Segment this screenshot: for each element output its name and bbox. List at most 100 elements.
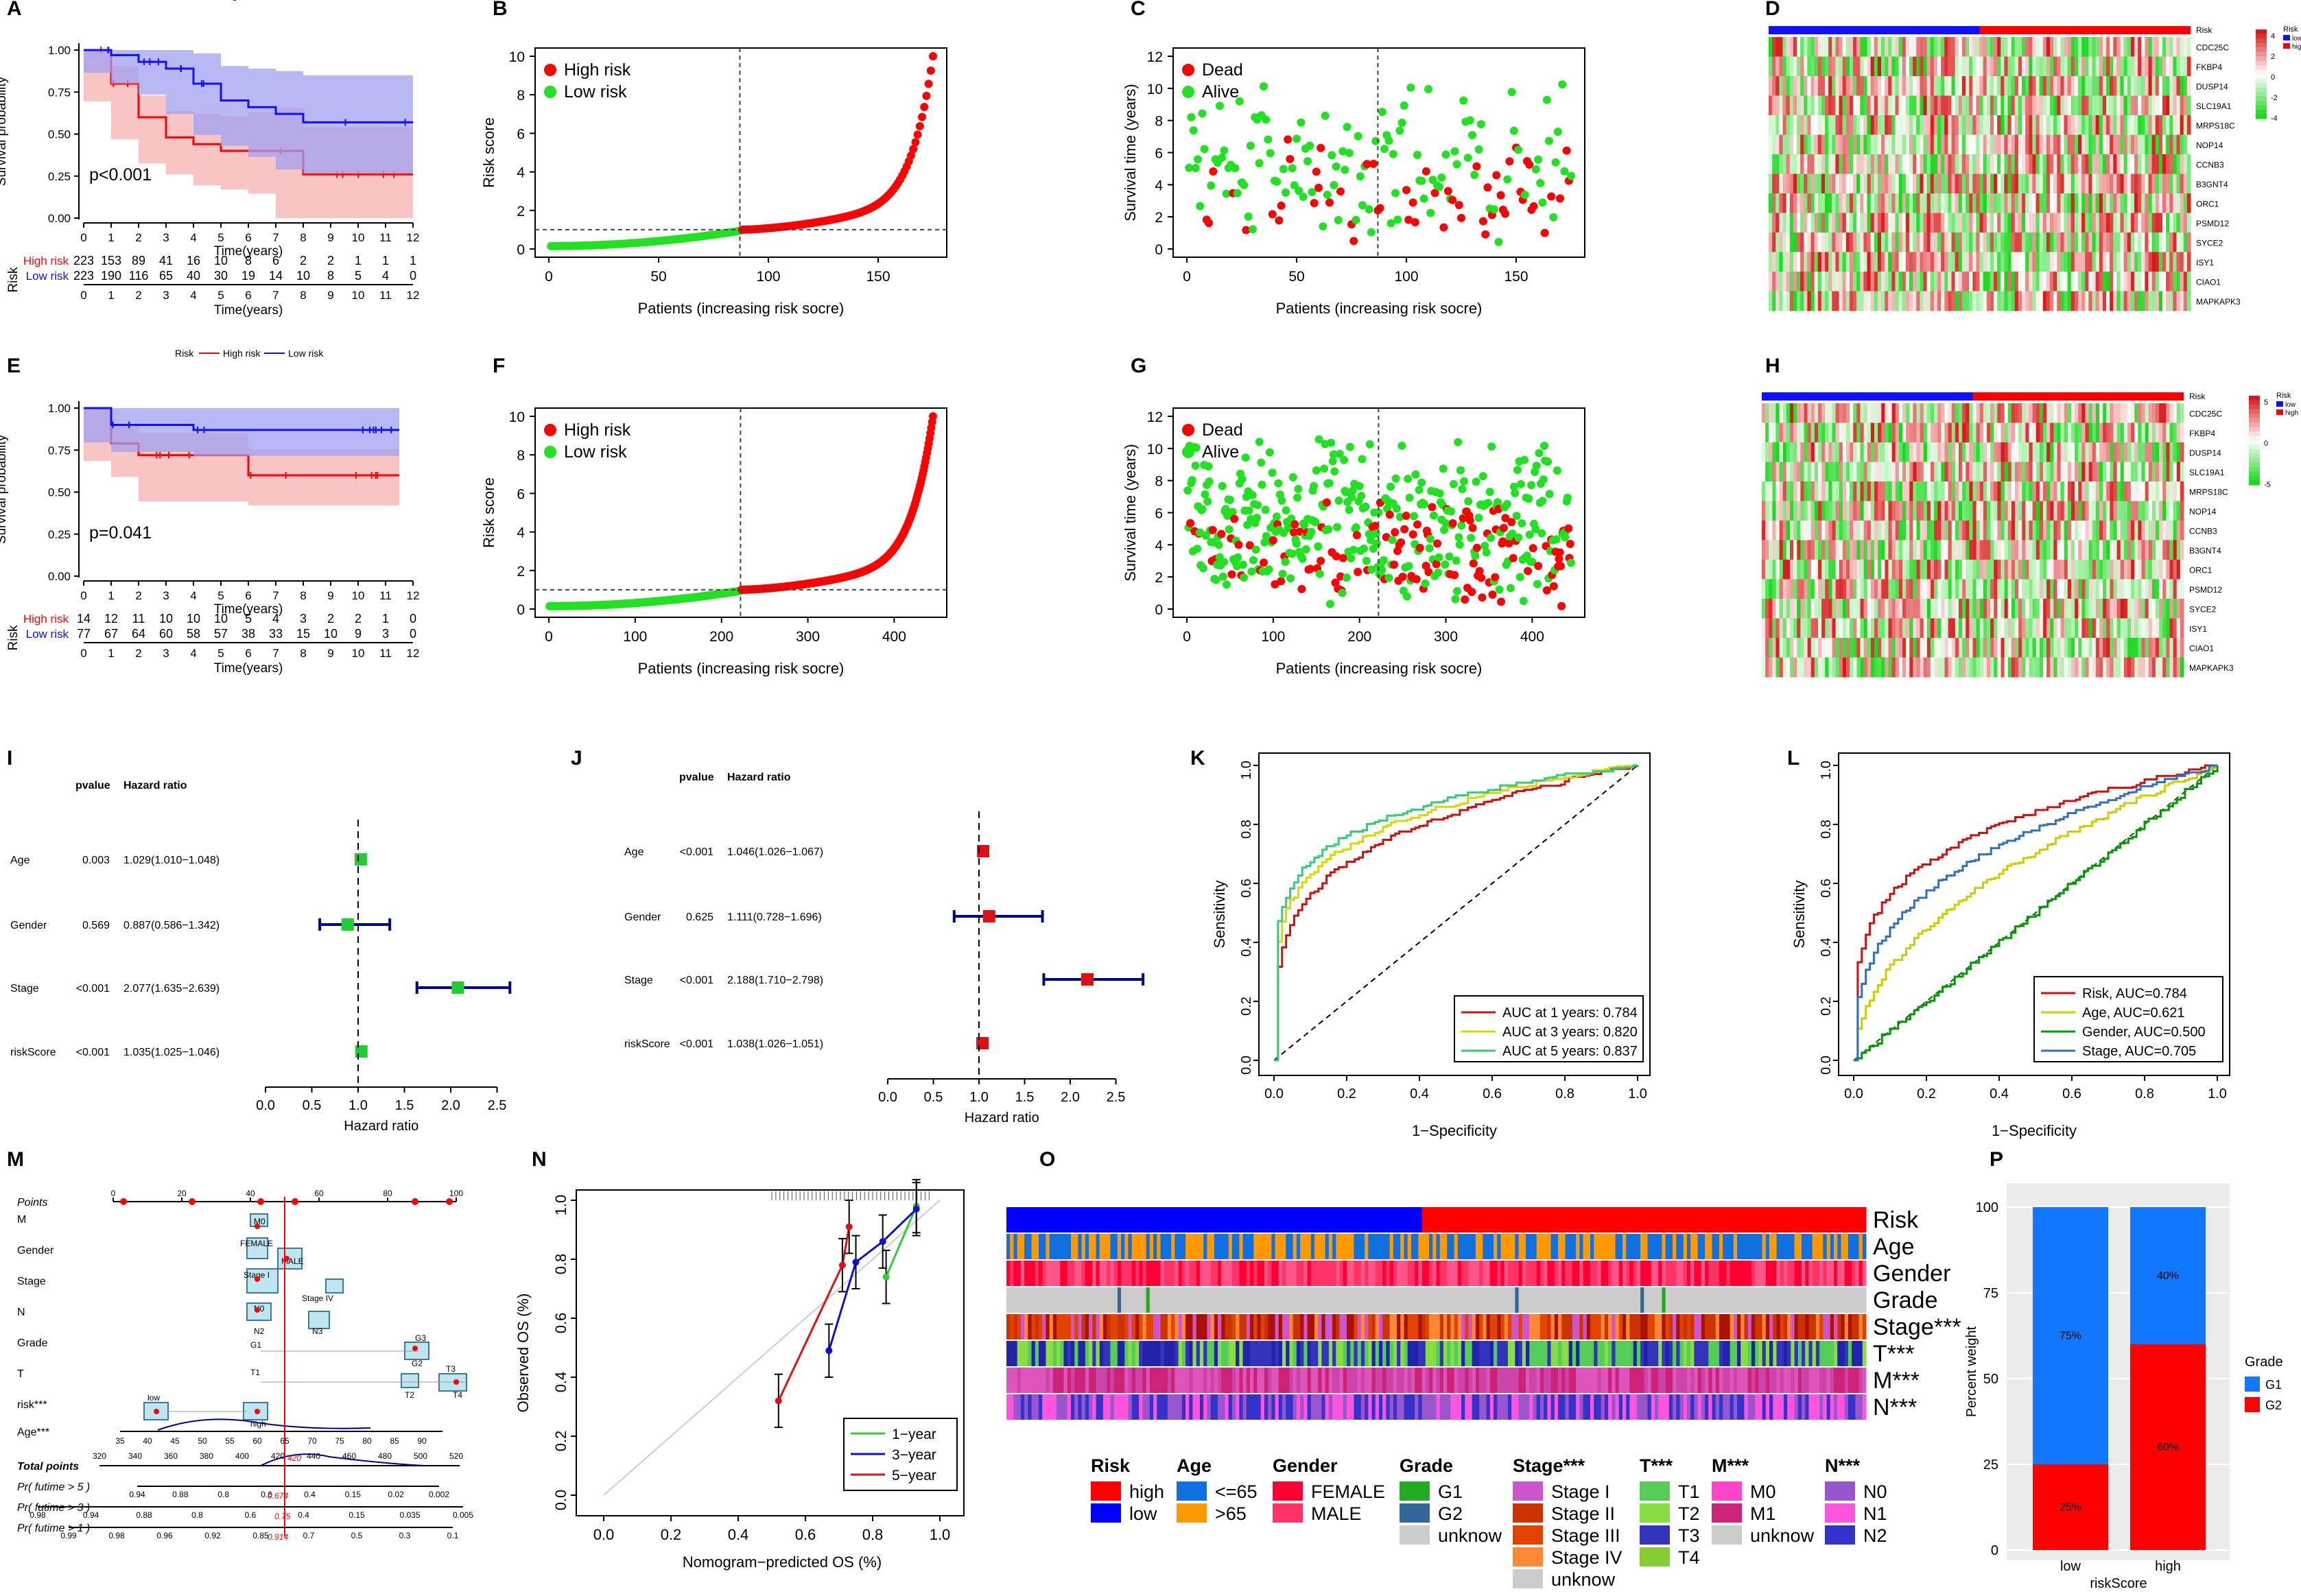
gene-label: SYCE2 [2196,238,2223,248]
heat-cell [2183,193,2188,213]
heat-cell [1775,76,1780,96]
heat-cell [2043,579,2047,599]
alive-point [1441,560,1450,569]
heat-cell [1797,115,1801,135]
heat-cell [1797,422,1801,443]
heat-cell [1782,403,1787,423]
dead-point [1268,210,1277,219]
heat-cell [1804,174,1808,194]
heat-cell [1923,442,1928,462]
heat-cell [1856,442,1861,462]
heat-cell [2007,442,2012,462]
heat-cell [2110,599,2114,619]
heat-cell [1878,579,1882,599]
heat-cell [2036,154,2040,174]
heat-cell [2036,213,2040,233]
heat-cell [2162,252,2167,272]
heat-cell [2145,193,2149,213]
heat-cell [1765,462,1769,482]
x-tick-label: 3 [163,231,169,244]
heat-cell [1994,521,1998,540]
heat-cell [1979,560,1984,580]
heat-cell [1888,174,1892,194]
table-x-tick: 1 [108,289,114,302]
heat-cell [1817,174,1822,194]
dead-point [1322,498,1331,507]
heat-cell [2070,193,2075,213]
heat-cell [2036,272,2040,291]
alive-point [1251,545,1260,554]
heat-cell [1920,115,1924,135]
heat-cell [1782,291,1787,311]
heat-cell [1860,115,1864,135]
heat-cell [1845,95,1850,116]
heat-cell [1913,213,1917,233]
confidence-band-high [84,408,399,506]
heat-cell [1825,540,1829,560]
heat-cell [1926,76,1931,96]
heat-cell [2074,233,2079,252]
heat-cell [1825,154,1829,174]
heat-cell [2032,134,2036,155]
heat-cell [2011,540,2016,560]
heat-cell [1941,76,1945,96]
heat-cell [1969,521,1973,540]
heat-cell [1969,252,1973,272]
heat-cell [2046,521,2051,540]
heat-cell [1902,403,1907,423]
alive-point [1187,112,1196,121]
heat-cell [1888,213,1892,233]
heat-cell [2067,657,2072,678]
heat-cell [1870,213,1875,233]
heat-cell [1797,403,1801,423]
heat-cell [1961,193,1966,213]
heat-cell [1814,193,1819,213]
heat-cell [2092,618,2097,639]
y-axis-title: Risk score [480,117,497,188]
heat-cell [1902,638,1907,658]
heat-cell [1888,462,1893,482]
heat-cell [2001,462,2005,482]
heat-cell [2141,154,2145,174]
heat-cell [1916,272,1920,291]
heat-cell [1769,540,1773,560]
heat-cell [2025,462,2029,482]
heat-cell [2032,291,2036,311]
heat-cell [2148,291,2153,311]
heat-cell [1772,154,1776,174]
plot-frame [534,47,947,258]
heat-cell [1853,403,1857,423]
heat-cell [1885,521,1889,540]
heat-cell [1913,462,1917,482]
heat-cell [1769,462,1773,482]
heat-cell [1962,521,1966,540]
heat-cell [2039,174,2044,194]
heat-cell [1990,37,1994,57]
heat-cell [1779,95,1783,116]
heat-cell [1762,540,1766,560]
heat-cell [1895,134,1900,155]
heat-cell [1874,462,1878,482]
heat-cell [2078,521,2082,540]
heat-cell [1810,272,1815,291]
x-axis-title: Time(years) [214,244,283,259]
heat-cell [2180,252,2184,272]
heat-cell [1997,252,2001,272]
heat-cell [1891,462,1896,482]
heat-cell [2138,638,2142,658]
heat-cell [2166,540,2170,560]
heat-cell [1839,560,1843,580]
heat-cell [2162,618,2167,639]
heat-cell [1818,501,1822,521]
table-x-tick: 1 [108,647,114,660]
heat-cell [2078,233,2082,252]
heat-cell [2116,233,2121,252]
heat-cell [1874,56,1878,77]
heat-cell [2007,252,2012,272]
heat-cell [2095,403,2100,423]
heat-cell [1986,193,1991,213]
heat-cell [2120,599,2125,619]
heat-cell [1818,442,1822,462]
heat-cell [1860,134,1864,155]
heat-cell [1797,501,1801,521]
